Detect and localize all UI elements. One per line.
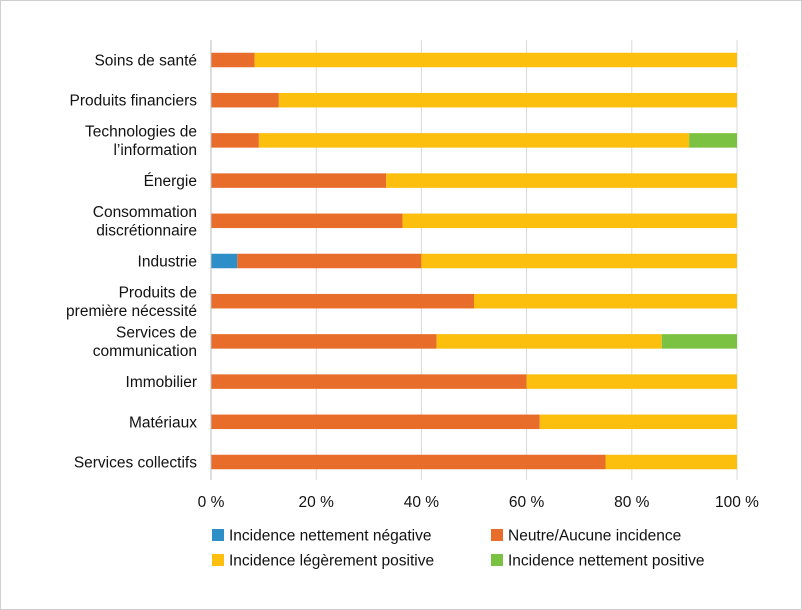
category-label-immobilier: Immobilier <box>126 374 197 391</box>
bar-materiaux-neutre-aucune-incidence <box>211 414 540 430</box>
bar-produits-financiers-neutre-aucune-incidence <box>211 92 279 108</box>
bar-energie-incidence-legerement-positive <box>386 173 737 188</box>
category-labels: Soins de santé Produits financiers Technol… <box>66 53 197 472</box>
legend-label: Incidence nettement négative <box>229 528 432 545</box>
legend-swatch <box>491 554 503 566</box>
legend: Incidence nettement négative Neutre/Aucun… <box>212 528 704 570</box>
legend-swatch <box>212 554 224 566</box>
category-label-energie: Énergie <box>144 173 197 190</box>
bar-industrie-incidence-legerement-positive <box>421 253 737 269</box>
bar-produits-de-premiere-necessite-neutre-aucune-incidence <box>211 293 474 309</box>
bar-produits-de-premiere-necessite-incidence-legerement-positive <box>474 293 737 309</box>
bar-industrie-incidence-nettement-negative <box>211 253 238 269</box>
legend-label: Incidence nettement positive <box>508 553 704 570</box>
bar-consommation-discretionnaire-incidence-legerement-positive <box>402 213 737 229</box>
x-tick-label-4: 80 % <box>614 494 650 511</box>
bar-produits-financiers-incidence-legerement-positive <box>278 92 737 108</box>
x-tick-label-1: 20 % <box>299 494 335 511</box>
bar-services-de-communication-incidence-legerement-positive <box>436 334 662 349</box>
legend-label: Neutre/Aucune incidence <box>508 528 681 545</box>
category-label-industrie: Industrie <box>138 254 197 271</box>
bar-energie-neutre-aucune-incidence <box>211 173 387 188</box>
x-tick-label-2: 40 % <box>404 494 440 511</box>
bar-services-de-communication-neutre-aucune-incidence <box>211 334 437 349</box>
bar-technologies-de-l-information-incidence-legerement-positive <box>258 133 690 148</box>
bar-technologies-de-l-information-neutre-aucune-incidence <box>211 133 259 148</box>
legend-label: Incidence légèrement positive <box>229 553 434 570</box>
x-tick-label-0: 0 % <box>198 494 225 511</box>
bar-industrie-neutre-aucune-incidence <box>237 253 422 269</box>
legend-item-incidence-legerement-positive: Incidence légèrement positive <box>212 553 434 570</box>
legend-swatch <box>212 529 224 541</box>
bar-consommation-discretionnaire-neutre-aucune-incidence <box>211 213 403 229</box>
bar-services-collectifs-incidence-legerement-positive <box>605 454 737 470</box>
category-label-soins-de-sante: Soins de santé <box>94 53 197 70</box>
bars <box>211 52 737 470</box>
category-label-materiaux: Matériaux <box>129 414 197 431</box>
category-label-produits-financiers: Produits financiers <box>69 93 197 110</box>
legend-item-neutre-aucune-incidence: Neutre/Aucune incidence <box>491 528 681 545</box>
category-label-produits-de-premiere-necessite: Produits de première nécessité <box>66 284 197 320</box>
legend-swatch <box>491 529 503 541</box>
x-tick-label-5: 100 % <box>715 494 759 511</box>
category-label-services-de-communication: Services de communication <box>93 325 197 361</box>
bar-services-collectifs-neutre-aucune-incidence <box>211 454 606 470</box>
category-label-consommation-discretionnaire: Consommation discrétionnaire <box>93 204 197 240</box>
legend-item-incidence-nettement-positive: Incidence nettement positive <box>491 553 704 570</box>
category-label-technologies-de-l-information: Technologies de l’information <box>85 124 197 160</box>
bar-immobilier-neutre-aucune-incidence <box>211 374 527 389</box>
bar-soins-de-sante-neutre-aucune-incidence <box>211 52 255 68</box>
bar-immobilier-incidence-legerement-positive <box>526 374 737 389</box>
x-tick-label-3: 60 % <box>509 494 545 511</box>
legend-item-incidence-nettement-negative: Incidence nettement négative <box>212 528 432 545</box>
bar-materiaux-incidence-legerement-positive <box>539 414 737 430</box>
bar-soins-de-sante-incidence-legerement-positive <box>254 52 737 68</box>
x-tick-labels: 0 % 20 % 40 % 60 % 80 % 100 % <box>198 494 760 511</box>
category-label-services-collectifs: Services collectifs <box>74 455 197 472</box>
bar-services-de-communication-incidence-nettement-positive <box>661 334 737 349</box>
bar-technologies-de-l-information-incidence-nettement-positive <box>689 133 737 148</box>
